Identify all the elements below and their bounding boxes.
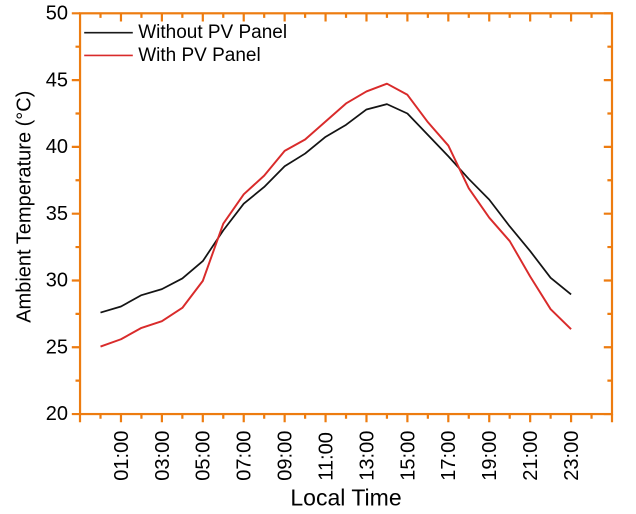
svg-text:01:00: 01:00 xyxy=(111,431,133,481)
svg-text:Ambient Temperature (°C): Ambient Temperature (°C) xyxy=(14,91,36,323)
svg-text:17:00: 17:00 xyxy=(438,431,460,481)
svg-text:09:00: 09:00 xyxy=(275,431,297,481)
svg-text:50: 50 xyxy=(46,3,68,25)
svg-text:19:00: 19:00 xyxy=(479,431,501,481)
svg-text:25: 25 xyxy=(46,337,68,359)
svg-text:03:00: 03:00 xyxy=(152,431,174,481)
svg-text:07:00: 07:00 xyxy=(234,431,256,481)
svg-text:Without PV Panel: Without PV Panel xyxy=(138,22,287,43)
svg-text:45: 45 xyxy=(46,69,68,91)
svg-text:23:00: 23:00 xyxy=(561,431,583,481)
svg-text:13:00: 13:00 xyxy=(356,431,378,481)
svg-text:20: 20 xyxy=(46,403,68,425)
svg-text:21:00: 21:00 xyxy=(520,431,542,481)
svg-text:Local Time: Local Time xyxy=(290,485,401,511)
svg-text:40: 40 xyxy=(46,136,68,158)
svg-text:11:00: 11:00 xyxy=(316,432,338,481)
svg-text:05:00: 05:00 xyxy=(193,431,215,481)
svg-text:15:00: 15:00 xyxy=(397,431,419,481)
svg-text:35: 35 xyxy=(46,203,68,225)
svg-text:30: 30 xyxy=(46,270,68,292)
svg-text:With PV Panel: With PV Panel xyxy=(138,45,261,66)
